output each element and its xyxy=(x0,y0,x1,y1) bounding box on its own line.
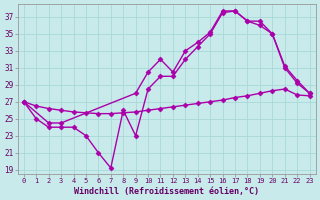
X-axis label: Windchill (Refroidissement éolien,°C): Windchill (Refroidissement éolien,°C) xyxy=(74,187,259,196)
